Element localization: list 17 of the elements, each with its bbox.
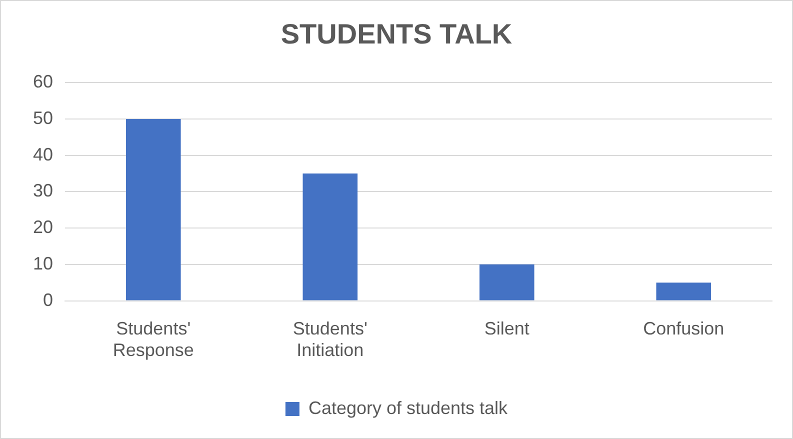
y-tick-label: 30	[32, 180, 54, 201]
bar	[479, 264, 534, 300]
y-tick-label: 60	[32, 72, 54, 92]
bar	[656, 282, 712, 300]
y-tick-label: 40	[32, 144, 54, 164]
x-tick-label: Students' Response	[112, 318, 194, 360]
y-tick-label: 50	[32, 108, 54, 128]
y-tick-label: 0	[43, 290, 54, 310]
x-tick-label: Silent	[484, 318, 530, 339]
chart-title: STUDENTS TALK	[280, 18, 512, 50]
bar	[126, 118, 181, 300]
y-tick-label: 20	[32, 217, 54, 238]
x-tick-label: Confusion	[643, 318, 724, 339]
x-tick-label: Students' Initiation	[292, 318, 368, 360]
legend-label: Category of students talk	[308, 398, 509, 418]
bar	[302, 174, 358, 300]
y-tick-label: 10	[32, 253, 54, 274]
